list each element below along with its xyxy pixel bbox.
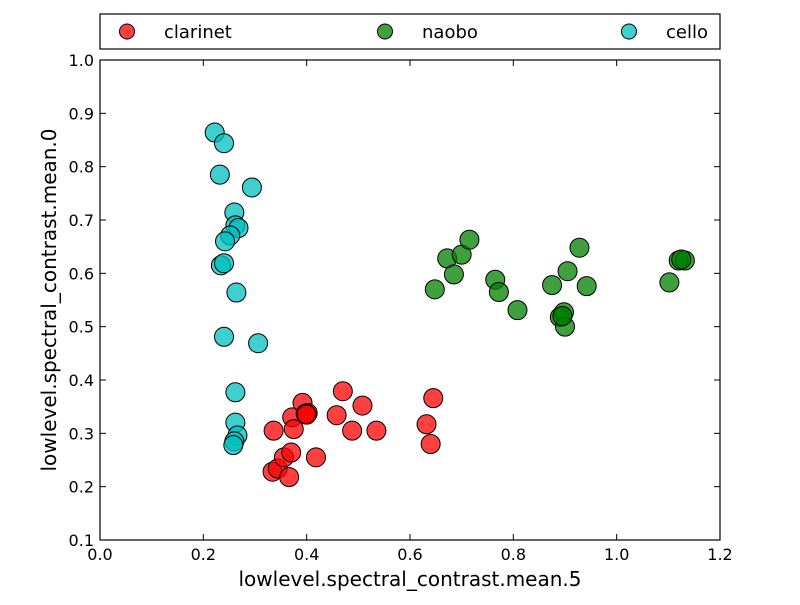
clarinet-point — [279, 467, 300, 488]
y-tick-label: 0.6 — [69, 264, 94, 283]
y-tick-label: 0.3 — [69, 424, 94, 443]
clarinet-point — [423, 388, 444, 409]
clarinet-point — [305, 447, 326, 468]
cello-point — [248, 333, 269, 354]
clarinet-point — [326, 405, 347, 426]
naobo-point — [557, 261, 578, 282]
naobo-point — [443, 264, 464, 285]
clarinet-point — [263, 420, 284, 441]
x-tick-label: 1.2 — [707, 545, 732, 564]
clarinet-point — [420, 434, 441, 454]
cello-point — [214, 253, 234, 274]
naobo-point — [671, 249, 692, 270]
y-tick-label: 0.9 — [69, 104, 94, 123]
y-tick-label: 0.7 — [69, 211, 94, 230]
cello-point — [214, 326, 234, 347]
legend: clarinet naobo cello — [99, 13, 721, 50]
data-points — [204, 122, 695, 488]
x-tick-label: 0.8 — [501, 545, 526, 564]
y-tick-label: 0.1 — [69, 531, 94, 550]
clarinet-point — [281, 442, 302, 463]
cello-point — [215, 231, 236, 252]
legend-label-cello: cello — [666, 22, 708, 43]
y-tick-label: 1.0 — [69, 51, 94, 70]
x-tick-label: 0.4 — [294, 545, 319, 564]
cello-point — [223, 435, 244, 456]
naobo-point — [459, 229, 480, 250]
x-axis-title: lowlevel.spectral_contrast.mean.5 — [238, 567, 581, 591]
x-tick-label: 1.0 — [604, 545, 629, 564]
clarinet-point — [366, 420, 387, 441]
naobo-point — [576, 276, 597, 297]
x-tick-label: 0.6 — [397, 545, 422, 564]
cello-point — [214, 133, 234, 154]
axis-ticks: 0.0 0.2 0.4 0.6 0.8 1.0 1.2 0.1 0.2 0.3 0.4 0.5 0.6 0… — [69, 51, 733, 564]
legend-marker-cello — [621, 23, 637, 40]
y-tick-label: 0.2 — [69, 478, 94, 497]
clarinet-point — [283, 419, 304, 440]
naobo-point — [507, 300, 528, 321]
x-tick-label: 0.0 — [87, 545, 112, 564]
y-tick-label: 0.8 — [69, 158, 94, 177]
clarinet-point — [416, 414, 437, 435]
naobo-point — [569, 237, 590, 258]
y-tick-label: 0.4 — [69, 371, 94, 390]
naobo-point — [424, 279, 445, 300]
y-axis-title: lowlevel.spectral_contrast.mean.0 — [37, 128, 61, 471]
naobo-point — [542, 275, 563, 296]
legend-marker-clarinet — [119, 23, 135, 40]
clarinet-point — [352, 395, 373, 416]
cello-point — [209, 164, 230, 185]
x-tick-label: 0.2 — [191, 545, 216, 564]
clarinet-point — [342, 420, 363, 441]
legend-marker-naobo — [377, 23, 393, 40]
legend-frame — [99, 13, 721, 50]
naobo-point — [659, 272, 680, 293]
clarinet-point — [332, 381, 353, 402]
naobo-point — [488, 282, 509, 302]
plot-area — [99, 59, 721, 541]
clarinet-point — [296, 404, 317, 425]
cello-point — [241, 177, 262, 198]
legend-label-clarinet: clarinet — [164, 22, 232, 43]
cello-point — [226, 282, 247, 303]
y-tick-label: 0.5 — [69, 318, 94, 337]
cello-point — [225, 382, 246, 403]
legend-label-naobo: naobo — [422, 22, 478, 43]
naobo-point — [552, 306, 573, 326]
